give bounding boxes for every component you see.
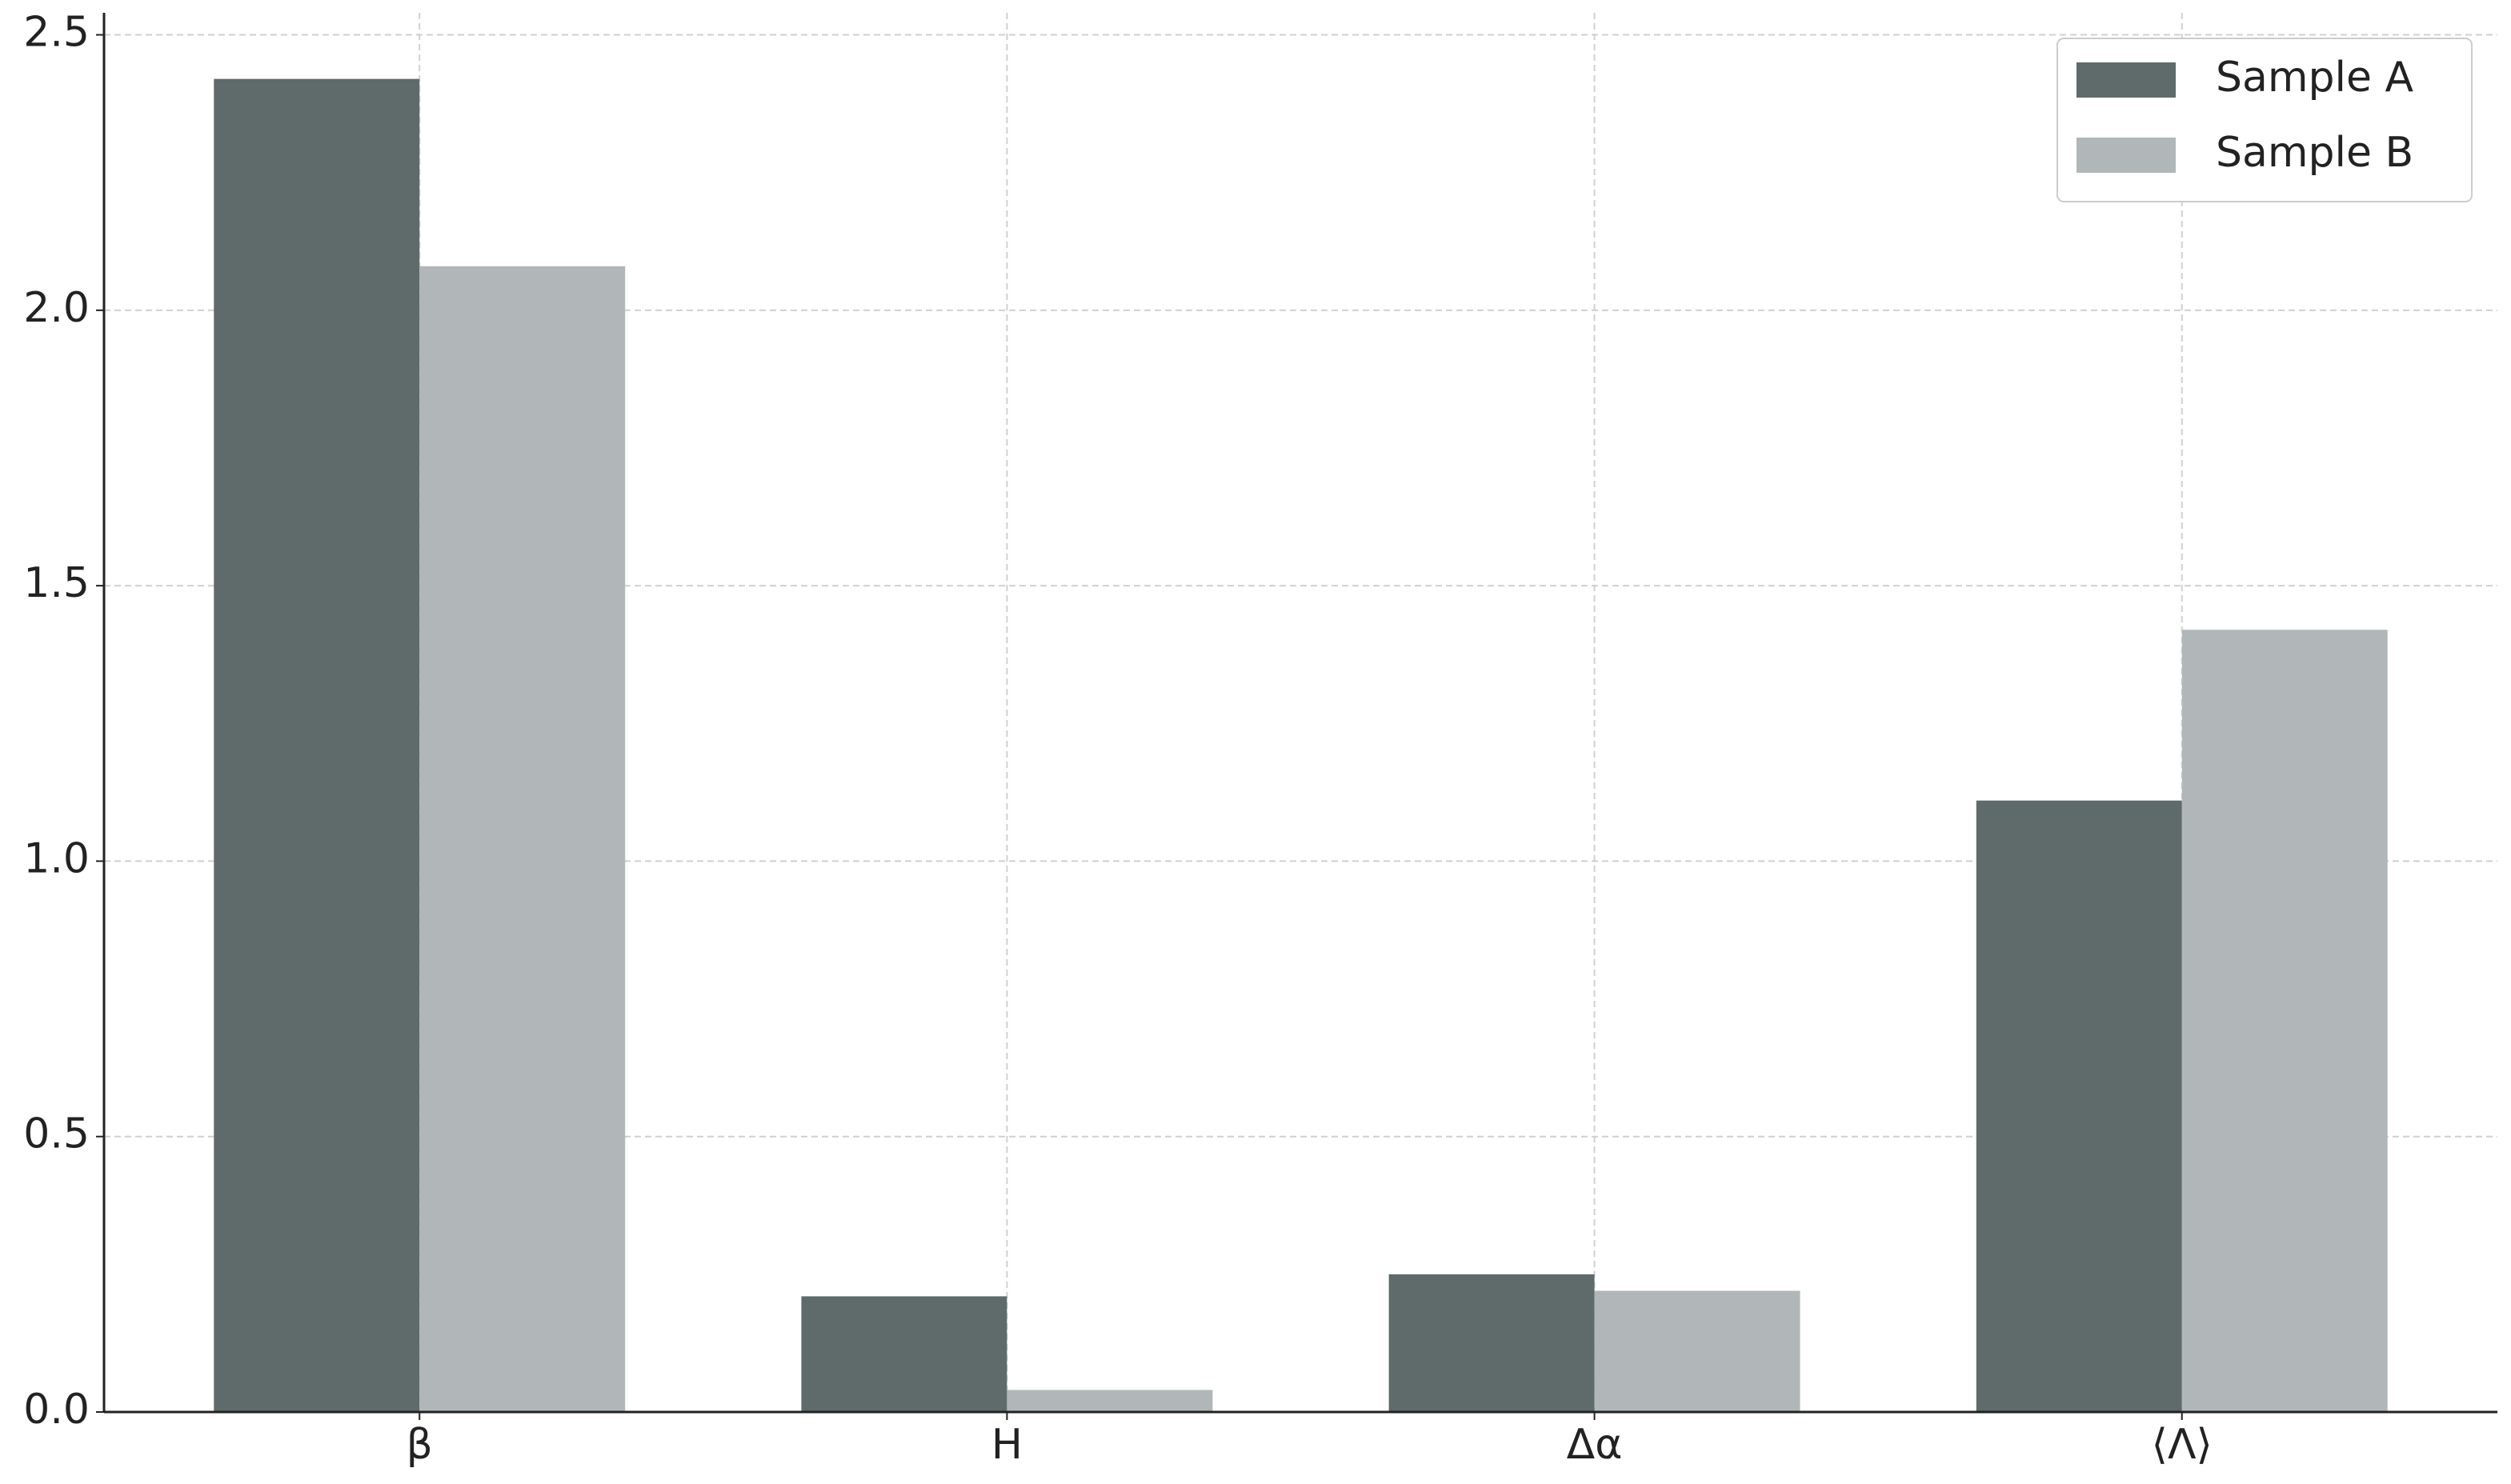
x-tick-label: Δα	[1567, 1421, 1623, 1469]
bar	[419, 266, 626, 1412]
bar	[801, 1296, 1007, 1412]
legend-swatch	[2076, 62, 2176, 98]
y-tick-label: 1.0	[23, 834, 90, 882]
y-tick-label: 2.0	[23, 284, 90, 332]
bar	[1976, 800, 2182, 1412]
bar	[1388, 1274, 1595, 1412]
bar	[214, 78, 420, 1413]
x-tick-label: H	[991, 1421, 1023, 1469]
x-tick-label: ⟨Λ⟩	[2152, 1421, 2213, 1469]
legend-swatch	[2076, 138, 2176, 173]
legend-label: Sample B	[2216, 129, 2413, 177]
y-tick-label: 0.5	[23, 1110, 90, 1158]
bar	[1007, 1390, 1213, 1412]
legend-label: Sample A	[2216, 54, 2414, 102]
bar	[1594, 1290, 1800, 1412]
y-tick-label: 1.5	[23, 559, 90, 607]
bar	[2181, 630, 2388, 1412]
y-tick-label: 0.0	[23, 1386, 90, 1434]
y-tick-label: 2.5	[23, 9, 90, 57]
x-tick-label: β	[406, 1421, 433, 1469]
